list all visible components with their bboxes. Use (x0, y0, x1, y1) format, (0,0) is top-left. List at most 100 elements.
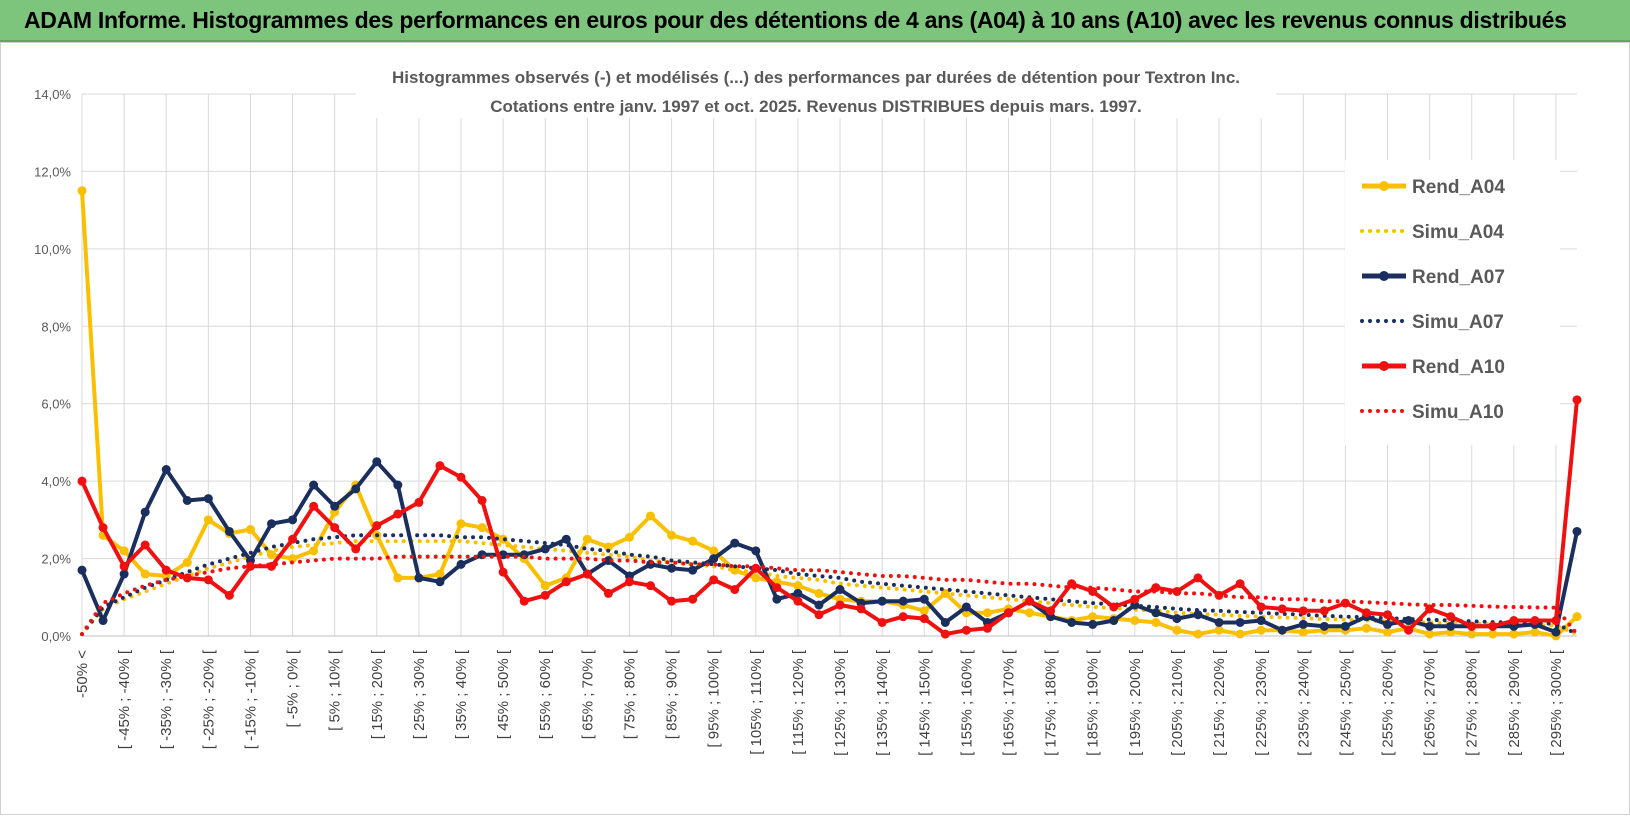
point-Rend_A10 (1467, 621, 1477, 631)
point-Rend_A10 (498, 567, 508, 577)
point-Rend_A07 (1446, 621, 1456, 631)
point-Rend_A10 (351, 544, 361, 554)
point-Rend_A07 (1109, 616, 1119, 626)
x-tick-label: [ 25% ; 30% [ (411, 649, 428, 739)
legend-label: Rend_A04 (1412, 177, 1505, 198)
point-Rend_A07 (814, 600, 824, 610)
point-Rend_A10 (688, 594, 698, 604)
point-Rend_A10 (140, 540, 150, 550)
point-Rend_A04 (730, 565, 740, 575)
chart-titles: Histogrammes observés (-) et modélisés (… (356, 60, 1276, 118)
legend-backdrop (1345, 160, 1560, 445)
legend-item-Rend_A10: Rend_A10 (1362, 357, 1505, 378)
point-Rend_A07 (1214, 617, 1224, 627)
point-Rend_A04 (1530, 627, 1540, 637)
point-Rend_A04 (182, 557, 192, 567)
x-tick-label: [ 75% ; 80% [ (621, 649, 638, 739)
point-Rend_A07 (351, 484, 361, 494)
point-Rend_A07 (161, 465, 171, 475)
x-tick-label: [ -15% ; -10% [ (242, 649, 259, 749)
point-Rend_A10 (77, 476, 87, 486)
point-Rend_A10 (667, 596, 677, 606)
legend-item-Simu_A07: Simu_A07 (1360, 312, 1504, 333)
point-Rend_A04 (245, 525, 255, 535)
point-Rend_A10 (1319, 606, 1329, 616)
point-Rend_A07 (835, 585, 845, 595)
point-Rend_A10 (1277, 604, 1287, 614)
x-tick-label: [ 245% ; 250% [ (1337, 649, 1354, 756)
point-Rend_A10 (161, 565, 171, 575)
point-Rend_A10 (1130, 594, 1140, 604)
point-Rend_A04 (1235, 629, 1245, 639)
point-Rend_A10 (1425, 604, 1435, 614)
point-Rend_A04 (624, 532, 634, 542)
point-Rend_A07 (98, 616, 108, 626)
point-Rend_A04 (919, 606, 929, 616)
x-tick-label: [ 185% ; 190% [ (1085, 649, 1102, 756)
x-tick-label: [ 45% ; 50% [ (495, 649, 512, 739)
point-Rend_A10 (224, 590, 234, 600)
point-Rend_A10 (1003, 608, 1013, 618)
point-Rend_A07 (603, 556, 613, 566)
point-Rend_A10 (561, 577, 571, 587)
point-Rend_A10 (1551, 616, 1561, 626)
point-Rend_A04 (982, 608, 992, 618)
point-Rend_A07 (1193, 610, 1203, 620)
point-Rend_A07 (224, 526, 234, 536)
point-Rend_A04 (1488, 629, 1498, 639)
point-Rend_A04 (1467, 629, 1477, 639)
point-Rend_A10 (372, 521, 382, 531)
y-tick-label: 6,0% (41, 397, 71, 412)
x-tick-label: [ 85% ; 90% [ (664, 649, 681, 739)
point-Rend_A07 (330, 501, 340, 511)
point-Rend_A04 (1214, 625, 1224, 635)
point-Rend_A04 (119, 546, 129, 556)
point-Rend_A07 (1151, 608, 1161, 618)
x-tick-label: [ 65% ; 70% [ (579, 649, 596, 739)
series-Simu_A04 (80, 539, 1579, 637)
point-Rend_A04 (1509, 629, 1519, 639)
point-Rend_A04 (1025, 608, 1035, 618)
point-Rend_A04 (1130, 616, 1140, 626)
point-Rend_A07 (1340, 621, 1350, 631)
chart-subtitle: Cotations entre janv. 1997 et oct. 2025.… (490, 97, 1142, 116)
point-Rend_A04 (646, 511, 656, 521)
legend-label: Simu_A10 (1412, 402, 1504, 423)
point-Rend_A07 (961, 602, 971, 612)
point-Rend_A04 (1361, 623, 1371, 633)
point-Rend_A07 (1319, 621, 1329, 631)
title-banner: ADAM Informe. Histogrammes des performan… (0, 0, 1630, 42)
point-Rend_A04 (1193, 629, 1203, 639)
point-Rend_A10 (814, 610, 824, 620)
line-Simu_A04 (80, 539, 1579, 637)
point-Rend_A10 (646, 581, 656, 591)
point-Rend_A10 (309, 501, 319, 511)
x-tick-label: [ 5% ; 10% [ (327, 649, 344, 731)
point-Rend_A07 (119, 569, 129, 579)
point-Rend_A10 (330, 523, 340, 533)
point-Rend_A04 (477, 523, 487, 533)
point-Rend_A07 (393, 480, 403, 490)
x-tick-label: [ 55% ; 60% [ (537, 649, 554, 739)
point-Rend_A10 (203, 575, 213, 585)
point-Rend_A04 (1572, 612, 1582, 622)
x-tick-label: [ 115% ; 120% [ (790, 649, 807, 755)
report-title: ADAM Informe. Histogrammes des performan… (24, 7, 1567, 33)
x-tick-label: [ -5% ; 0% [ (285, 649, 302, 727)
point-Rend_A10 (288, 534, 298, 544)
legend-label: Rend_A07 (1412, 267, 1505, 288)
point-Rend_A10 (603, 588, 613, 598)
legend-item-Simu_A10: Simu_A10 (1360, 402, 1504, 423)
point-Rend_A10 (519, 596, 529, 606)
point-Rend_A10 (982, 623, 992, 633)
x-tick-label: [ 155% ; 160% [ (958, 649, 975, 756)
point-Rend_A04 (1151, 617, 1161, 627)
point-Rend_A10 (898, 612, 908, 622)
x-tick-label: [ 125% ; 130% [ (832, 649, 849, 756)
series-Simu_A07 (80, 533, 1579, 637)
point-Rend_A07 (919, 594, 929, 604)
point-Rend_A07 (182, 496, 192, 505)
x-tick-label: [ 135% ; 140% [ (874, 649, 891, 756)
x-tick-label: [ 285% ; 290% [ (1506, 649, 1523, 756)
legend-marker (1379, 271, 1389, 281)
